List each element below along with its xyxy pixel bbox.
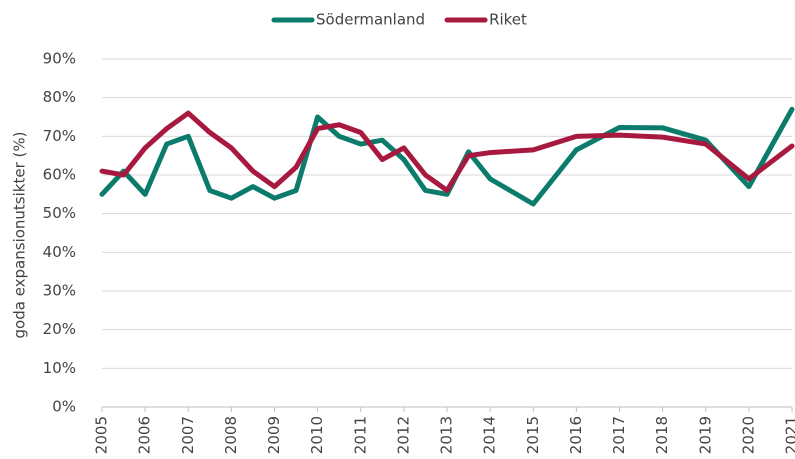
- x-tick-label: 2009: [265, 416, 283, 454]
- y-tick-label: 40%: [43, 243, 76, 261]
- y-tick-label: 30%: [43, 282, 76, 300]
- y-tick-label: 70%: [43, 127, 76, 145]
- x-tick-label: 2018: [653, 416, 671, 454]
- x-tick-label: 2019: [696, 416, 714, 454]
- x-tick-label: 2020: [739, 416, 757, 454]
- legend-label: Riket: [489, 11, 527, 29]
- y-axis-label: goda expansionutsikter (%): [11, 132, 29, 339]
- x-tick-label: 2012: [394, 416, 412, 454]
- x-tick-label: 2011: [351, 416, 369, 454]
- x-tick-label: 2016: [567, 416, 585, 454]
- x-tick-label: 2010: [308, 416, 326, 454]
- x-tick-label: 2017: [610, 416, 628, 454]
- x-tick-label: 2013: [438, 416, 456, 454]
- y-tick-label: 60%: [43, 166, 76, 184]
- y-tick-label: 10%: [43, 359, 76, 377]
- legend-label: Södermanland: [316, 11, 425, 29]
- x-tick-label: 2008: [222, 416, 240, 454]
- y-tick-label: 20%: [43, 320, 76, 338]
- x-tick-label: 2015: [524, 416, 542, 454]
- x-tick-label: 2006: [136, 416, 154, 454]
- y-tick-label: 0%: [52, 398, 76, 416]
- x-tick-label: 2005: [93, 416, 111, 454]
- y-tick-label: 80%: [43, 88, 76, 106]
- y-tick-label: 50%: [43, 204, 76, 222]
- y-tick-label: 90%: [43, 50, 76, 68]
- x-tick-label: 2007: [179, 416, 197, 454]
- x-tick-label: 2014: [481, 416, 499, 454]
- x-tick-label: 2021: [783, 416, 795, 454]
- series-line: [99, 110, 795, 193]
